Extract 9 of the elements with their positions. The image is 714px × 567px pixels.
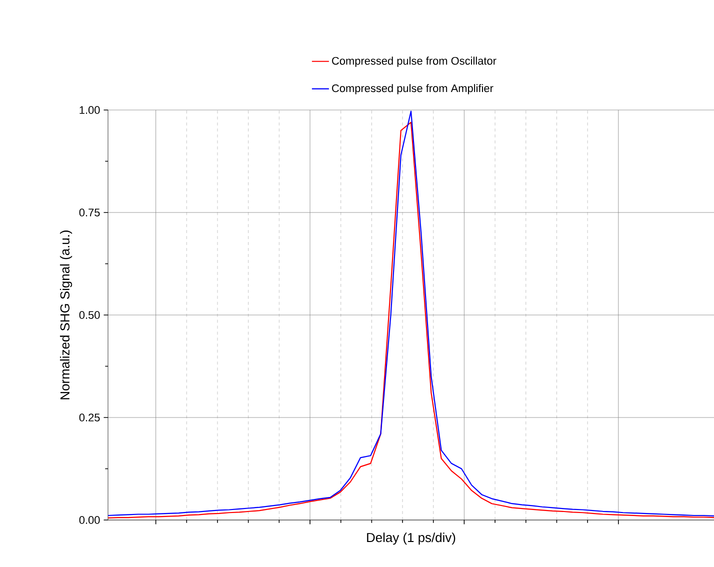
legend-label: Compressed pulse from Oscillator (332, 56, 496, 67)
x-axis-title: Delay (1 ps/div) (367, 532, 456, 545)
y-tick-label: 0.50 (79, 311, 100, 319)
y-tick-label: 1.00 (80, 106, 100, 114)
y-tick-label: 0.25 (79, 414, 100, 422)
y-axis-title: Normalized SHG Signal (a.u.) (60, 230, 72, 400)
y-tick-label: 0.00 (79, 516, 100, 524)
y-tick-label: 0.75 (79, 208, 100, 216)
legend-label: Compressed pulse from Amplifier (332, 84, 494, 94)
